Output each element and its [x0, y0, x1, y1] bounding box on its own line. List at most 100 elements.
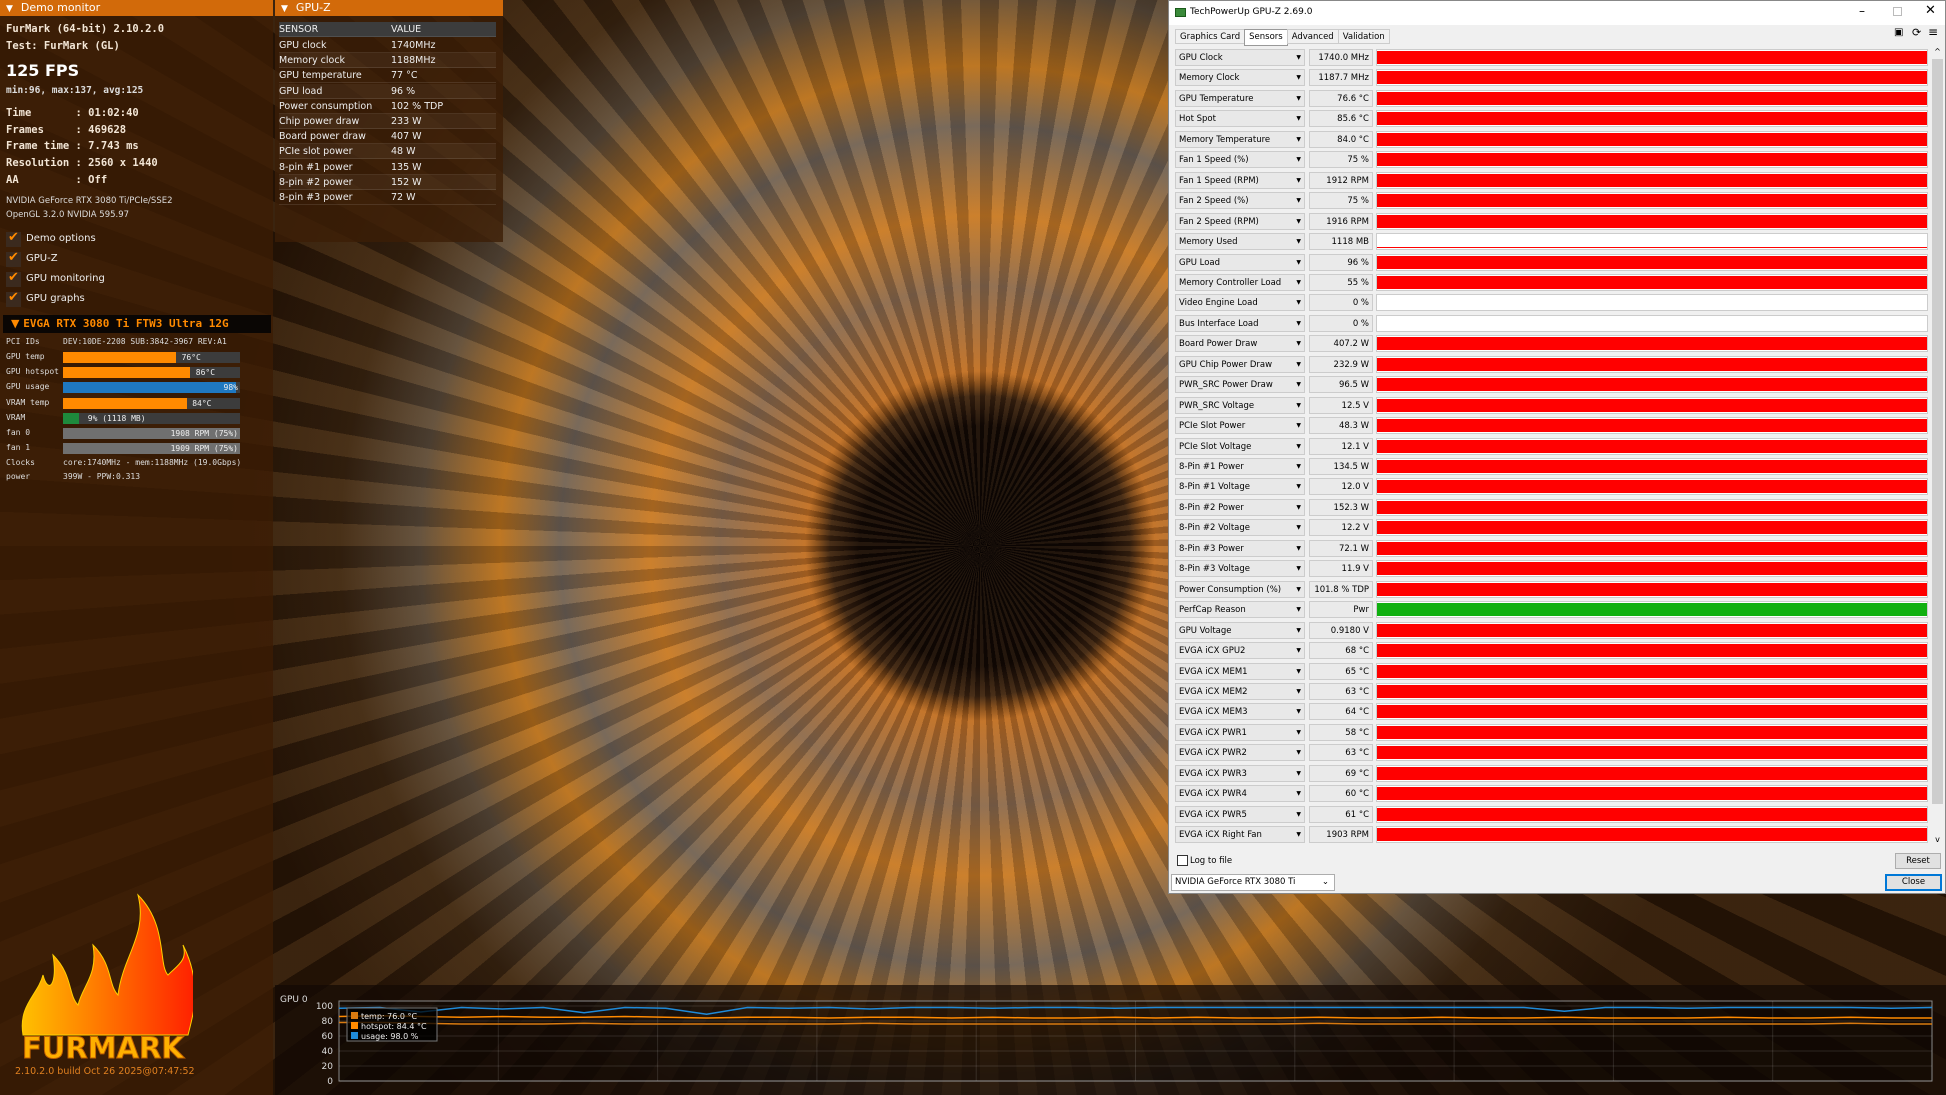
pci-ids-value: DEV:10DE-2208 SUB:3842-3967 REV:A1 — [63, 337, 227, 346]
sensor-select[interactable]: GPU Clock ▼ — [1175, 49, 1305, 66]
sensor-select[interactable]: Video Engine Load ▼ — [1175, 294, 1305, 312]
tab-advanced[interactable]: Advanced — [1286, 29, 1339, 44]
table-row: 8-pin #3 power 72 W — [279, 190, 496, 205]
tab-graphics-card[interactable]: Graphics Card — [1175, 29, 1246, 44]
checkbox[interactable] — [6, 270, 21, 287]
maximize-icon[interactable] — [1893, 7, 1902, 16]
sensor-select[interactable]: EVGA iCX GPU2 ▼ — [1175, 642, 1305, 660]
legend-entry: hotspot: 84.4 °C — [361, 1022, 427, 1031]
sensor-select[interactable]: Memory Used ▼ — [1175, 233, 1305, 251]
sensor-row: 8-Pin #1 Power ▼ 134.5 W — [1175, 458, 1935, 476]
sensor-select[interactable]: GPU Chip Power Draw ▼ — [1175, 355, 1305, 373]
gpu-monitor-header[interactable]: ▼ EVGA RTX 3080 Ti FTW3 Ultra 12G — [3, 315, 271, 333]
sensor-select[interactable]: EVGA iCX PWR2 ▼ — [1175, 744, 1305, 762]
sensor-select[interactable]: 8-Pin #1 Power ▼ — [1175, 458, 1305, 475]
sensor-select[interactable]: EVGA iCX PWR5 ▼ — [1175, 805, 1305, 823]
sensor-value: 61 °C — [1309, 805, 1373, 823]
sensor-select[interactable]: EVGA iCX PWR1 ▼ — [1175, 723, 1305, 741]
close-icon[interactable]: ✕ — [1925, 3, 1936, 18]
dropdown-arrow-icon: ▼ — [1296, 319, 1301, 327]
sensor-row: Video Engine Load ▼ 0 % — [1175, 294, 1935, 312]
sensor-select[interactable]: Memory Clock ▼ — [1175, 69, 1305, 87]
sensor-select[interactable]: PWR_SRC Voltage ▼ — [1175, 396, 1305, 414]
sensor-select[interactable]: PWR_SRC Power Draw ▼ — [1175, 376, 1305, 394]
sensor-name: Memory clock — [279, 55, 346, 67]
graph-fill — [1377, 255, 1927, 269]
sensor-value: 1188MHz — [391, 55, 436, 67]
sensor-select[interactable]: EVGA iCX PWR3 ▼ — [1175, 764, 1305, 782]
sensor-select[interactable]: Fan 2 Speed (%) ▼ — [1175, 192, 1305, 210]
sensor-select[interactable]: PCIe Slot Power ▼ — [1175, 417, 1305, 435]
y-tick-label: 100 — [316, 1002, 333, 1012]
sensor-select[interactable]: EVGA iCX PWR4 ▼ — [1175, 785, 1305, 803]
graph-fill — [1377, 500, 1927, 514]
bar-fill — [63, 352, 177, 363]
bar-fill — [63, 382, 237, 394]
checkbox[interactable] — [6, 230, 21, 247]
scrollbar[interactable]: ^ v — [1931, 47, 1944, 847]
sensor-select[interactable]: Fan 1 Speed (%) ▼ — [1175, 151, 1305, 169]
scroll-up-icon[interactable]: ^ — [1934, 47, 1941, 56]
sensor-select[interactable]: Hot Spot ▼ — [1175, 110, 1305, 128]
monitor-bar: 9% (1118 MB) — [63, 412, 240, 424]
sensor-value: 75 % — [1309, 192, 1373, 210]
sensor-value: 101.8 % TDP — [1309, 580, 1373, 598]
sensor-select[interactable]: Bus Interface Load ▼ — [1175, 314, 1305, 332]
sensor-select[interactable]: GPU Voltage ▼ — [1175, 621, 1305, 639]
sensor-select[interactable]: EVGA iCX MEM2 ▼ — [1175, 682, 1305, 700]
sensor-select[interactable]: Memory Temperature ▼ — [1175, 130, 1305, 148]
sensor-select[interactable]: GPU Load ▼ — [1175, 253, 1305, 271]
sensor-select[interactable]: Board Power Draw ▼ — [1175, 335, 1305, 353]
sensor-value: 68 °C — [1309, 642, 1373, 660]
menu-icon[interactable]: ≡ — [1928, 25, 1939, 39]
sensor-select[interactable]: 8-Pin #2 Power ▼ — [1175, 498, 1305, 516]
log-to-file-checkbox[interactable] — [1177, 855, 1188, 866]
sensor-select[interactable]: EVGA iCX MEM1 ▼ — [1175, 662, 1305, 680]
clocks-label: Clocks — [6, 458, 35, 467]
checkbox[interactable] — [6, 290, 21, 307]
sensor-select[interactable]: Memory Controller Load ▼ — [1175, 273, 1305, 291]
sensor-row: Fan 1 Speed (RPM) ▼ 1912 RPM — [1175, 171, 1935, 190]
scrollbar-thumb[interactable] — [1932, 59, 1943, 804]
sensor-select[interactable]: Power Consumption (%) ▼ — [1175, 580, 1305, 598]
sensor-select[interactable]: PCIe Slot Voltage ▼ — [1175, 437, 1305, 455]
sensor-select[interactable]: EVGA iCX MEM3 ▼ — [1175, 703, 1305, 721]
tab-validation[interactable]: Validation — [1337, 29, 1390, 44]
sensor-row: Memory Clock ▼ 1187.7 MHz — [1175, 69, 1935, 87]
sensor-select[interactable]: 8-Pin #3 Voltage ▼ — [1175, 560, 1305, 578]
dropdown-arrow-icon: ▼ — [1296, 94, 1301, 102]
stat-line: Time : 01:02:40 — [6, 107, 139, 119]
sensor-select[interactable]: Fan 2 Speed (RPM) ▼ — [1175, 212, 1305, 230]
sensor-graph — [1376, 171, 1928, 189]
sensor-value: 1187.7 MHz — [1309, 69, 1373, 87]
sensor-select[interactable]: PerfCap Reason ▼ — [1175, 601, 1305, 619]
refresh-icon[interactable]: ⟳ — [1912, 26, 1922, 39]
graph-fill — [1377, 664, 1927, 678]
sensor-select[interactable]: GPU Temperature ▼ — [1175, 89, 1305, 107]
demo-monitor-header[interactable]: ▼ Demo monitor — [0, 0, 273, 16]
graph-fill — [1377, 132, 1927, 146]
sensor-name: Fan 1 Speed (%) — [1179, 155, 1249, 166]
gpuz-overlay-header[interactable]: ▼ GPU-Z — [275, 0, 503, 16]
sensor-graph — [1376, 703, 1928, 721]
tab-sensors[interactable]: Sensors — [1244, 29, 1288, 46]
sensor-select[interactable]: EVGA iCX Right Fan ▼ — [1175, 826, 1305, 844]
camera-icon[interactable]: ▣ — [1894, 27, 1904, 38]
sensor-value: 407 W — [391, 131, 422, 143]
minimize-icon[interactable]: – — [1859, 4, 1865, 18]
sensor-graph — [1376, 253, 1928, 271]
title-bar[interactable]: TechPowerUp GPU-Z 2.69.0 – ✕ — [1169, 1, 1945, 25]
sensor-select[interactable]: 8-Pin #1 Voltage ▼ — [1175, 478, 1305, 496]
gpu-select[interactable]: NVIDIA GeForce RTX 3080 Ti ⌄ — [1171, 874, 1335, 891]
sensor-row: EVGA iCX PWR5 ▼ 61 °C — [1175, 805, 1935, 824]
sensor-graph — [1376, 89, 1928, 107]
sensor-select[interactable]: 8-Pin #3 Power ▼ — [1175, 539, 1305, 557]
reset-button[interactable]: Reset — [1895, 853, 1941, 869]
checkbox[interactable] — [6, 250, 21, 267]
sensor-name: Memory Used — [1179, 237, 1238, 248]
scroll-down-icon[interactable]: v — [1935, 835, 1940, 844]
sensor-row: PerfCap Reason ▼ Pwr — [1175, 601, 1935, 619]
close-button[interactable]: Close — [1885, 874, 1942, 891]
sensor-select[interactable]: Fan 1 Speed (RPM) ▼ — [1175, 171, 1305, 189]
sensor-select[interactable]: 8-Pin #2 Voltage ▼ — [1175, 519, 1305, 537]
